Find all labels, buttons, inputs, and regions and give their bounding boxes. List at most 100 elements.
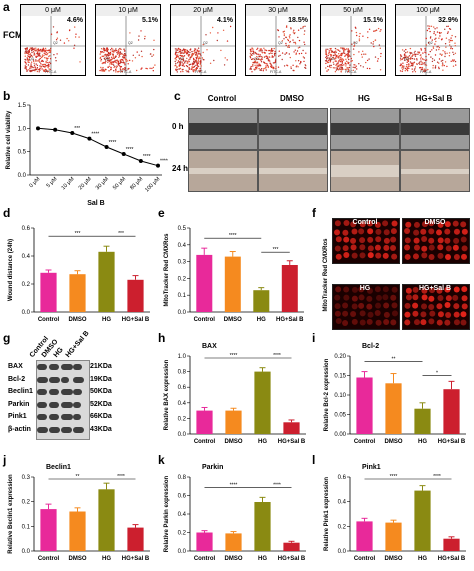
cell-dot	[334, 303, 341, 310]
flow-event-dot	[36, 67, 39, 69]
flow-event-dot	[434, 54, 437, 56]
bar	[40, 272, 57, 312]
flow-event-dot	[43, 52, 45, 54]
flow-event-dot	[429, 25, 431, 27]
cell-dot	[460, 311, 467, 318]
y-tick-label: 1.5	[18, 103, 27, 109]
flow-event-dot	[430, 25, 433, 27]
x-tick-label: Control	[194, 556, 216, 562]
flow-event-dot	[213, 59, 215, 62]
flow-event-dot	[137, 39, 140, 41]
flow-event-dot	[28, 50, 30, 52]
cell-dot	[452, 220, 459, 227]
flow-plot: 100 μM 32.9% Q3 Q2 FITC-A	[395, 4, 461, 76]
flow-event-dot	[378, 44, 381, 46]
flow-event-dot	[440, 32, 442, 34]
flow-event-dot	[112, 48, 114, 50]
flow-event-dot	[428, 28, 430, 30]
panel-label-b: b	[3, 89, 11, 103]
flow-event-dot	[432, 67, 434, 69]
cell-dot	[358, 286, 365, 293]
flow-event-dot	[107, 59, 109, 62]
flow-percent-label: 15.1%	[363, 17, 383, 24]
flow-event-dot	[330, 58, 333, 60]
sig-stars: ***	[118, 231, 124, 237]
flow-event-dot	[272, 67, 274, 70]
flow-event-dot	[404, 67, 407, 70]
flow-event-dot	[175, 51, 177, 54]
western-protein-label: Beclin1	[8, 388, 33, 395]
flow-event-dot	[191, 54, 194, 57]
flow-event-dot	[199, 53, 201, 55]
cell-dot	[359, 244, 366, 251]
flow-event-dot	[119, 62, 121, 65]
fluorescence-cells	[334, 286, 398, 326]
flow-event-dot	[36, 64, 39, 67]
flow-event-dot	[192, 53, 195, 55]
flow-event-dot	[417, 53, 419, 55]
cell-dot	[359, 319, 366, 326]
flow-event-dot	[452, 65, 455, 67]
flow-event-dot	[193, 59, 195, 61]
flow-event-dot	[343, 51, 345, 53]
wound-column-header: Control	[207, 94, 237, 103]
wound-image	[188, 108, 258, 150]
flow-event-dot	[303, 41, 305, 43]
data-point	[138, 159, 143, 163]
flow-event-dot	[442, 50, 444, 52]
flow-event-dot	[368, 28, 371, 30]
x-axis-label: Sal B	[87, 200, 105, 207]
cell-dot	[405, 221, 412, 228]
flow-event-dot	[406, 51, 409, 53]
wound-gap	[331, 165, 399, 177]
flow-event-dot	[138, 35, 140, 37]
flow-event-dot	[125, 69, 127, 72]
flow-event-dot	[259, 54, 261, 56]
flow-event-dot	[425, 55, 427, 58]
flow-event-dot	[347, 56, 349, 58]
flow-event-dot	[400, 63, 402, 65]
flow-event-dot	[195, 57, 198, 60]
flow-event-dot	[295, 53, 297, 56]
panel-label-g: g	[3, 331, 11, 345]
flow-event-dot	[176, 67, 178, 69]
flow-event-dot	[39, 69, 41, 71]
flow-event-dot	[252, 50, 254, 52]
flow-event-dot	[102, 55, 105, 57]
flow-event-dot	[288, 35, 291, 37]
sig-stars: ****	[273, 482, 281, 488]
flow-event-dot	[99, 69, 101, 72]
flow-event-dot	[430, 36, 432, 38]
flow-event-dot	[256, 62, 258, 64]
cell-dot	[461, 303, 468, 310]
flow-event-dot	[354, 64, 356, 66]
flow-event-dot	[405, 55, 407, 57]
flow-event-dot	[282, 31, 284, 33]
flow-event-dot	[102, 48, 104, 51]
flow-event-dot	[405, 65, 408, 68]
panel-label-d: d	[3, 206, 11, 220]
flow-event-dot	[40, 63, 42, 65]
x-tick-label: HG+Sal B	[278, 439, 306, 445]
flow-event-dot	[26, 70, 28, 72]
flow-event-dot	[342, 52, 344, 54]
cell-dot	[413, 319, 420, 326]
cell-dot	[429, 310, 436, 317]
cell-dot	[367, 228, 374, 235]
flow-event-dot	[198, 70, 200, 73]
flow-event-dot	[48, 55, 50, 58]
flow-event-dot	[259, 65, 261, 67]
flow-event-dot	[444, 43, 447, 45]
flow-event-dot	[123, 56, 125, 58]
flow-event-dot	[434, 66, 437, 68]
flow-event-dot	[336, 49, 338, 51]
flow-event-dot	[28, 49, 31, 51]
flow-event-dot	[402, 69, 404, 71]
fluorescence-group-label: Control	[352, 219, 378, 226]
flow-event-dot	[193, 60, 195, 63]
flow-event-dot	[327, 61, 329, 64]
flow-event-dot	[178, 68, 180, 70]
cell-dot	[382, 252, 389, 259]
flow-event-dot	[421, 68, 423, 71]
flow-event-dot	[108, 52, 110, 55]
